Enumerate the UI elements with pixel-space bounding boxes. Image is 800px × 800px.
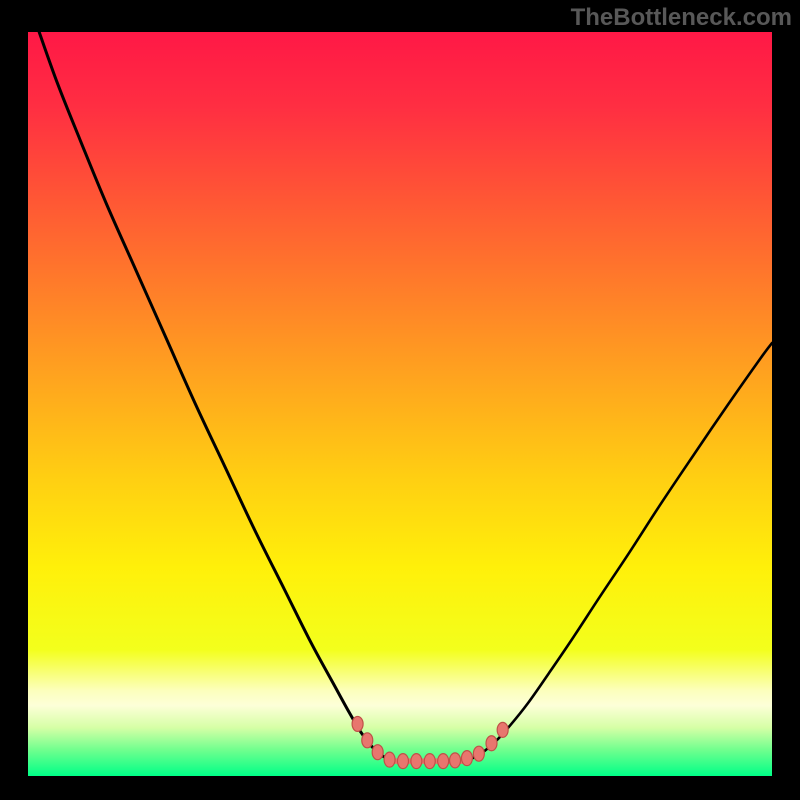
data-marker xyxy=(384,752,395,767)
data-marker xyxy=(424,754,435,769)
data-marker xyxy=(438,754,449,769)
watermark-text: TheBottleneck.com xyxy=(571,4,792,32)
data-marker xyxy=(372,745,383,760)
data-marker xyxy=(411,754,422,769)
gradient-background xyxy=(28,32,772,776)
data-marker xyxy=(461,751,472,766)
data-marker xyxy=(486,736,497,751)
data-marker xyxy=(497,722,508,737)
data-marker xyxy=(397,754,408,769)
data-marker xyxy=(352,716,363,731)
bottleneck-curve-chart xyxy=(0,0,800,800)
chart-frame: TheBottleneck.com xyxy=(0,0,800,800)
data-marker xyxy=(362,733,373,748)
data-marker xyxy=(450,753,461,768)
data-marker xyxy=(473,746,484,761)
